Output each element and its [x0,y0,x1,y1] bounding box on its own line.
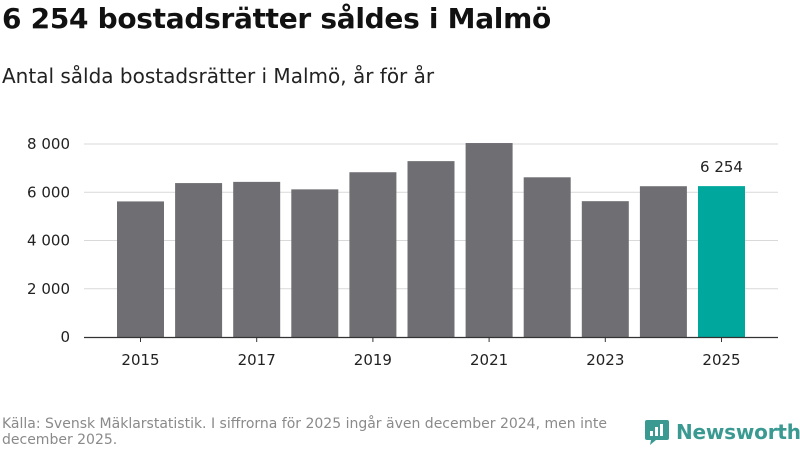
y-tick-label: 6 000 [27,183,70,201]
brand-logo: Newsworthy [644,418,800,446]
bar-2015 [117,201,164,337]
x-tick-label: 2021 [470,351,508,369]
bar-2024 [639,186,687,337]
y-axis-ticks: 0 2 000 4 000 6 000 8 000 [27,135,70,346]
bars [117,143,745,337]
newsworthy-logo-icon [645,420,669,445]
bar-2016 [175,183,223,337]
chart-subtitle: Antal sålda bostadsrätter i Malmö, år fö… [2,64,435,88]
chart-title: 6 254 bostadsrätter såldes i Malmö [2,2,551,35]
x-axis: 2015 2017 2019 2021 2023 2025 [84,336,778,369]
bar-2019 [349,172,397,337]
x-tick-label: 2023 [586,351,624,369]
bar-2021 [465,143,513,337]
bar-2018 [291,189,339,337]
x-tick-label: 2017 [238,351,276,369]
source-note: Källa: Svensk Mäklarstatistik. I siffror… [2,416,607,448]
x-tick-label: 2025 [702,351,740,369]
highlight-value-label: 6 254 [700,158,743,176]
x-tick-label: 2019 [354,351,392,369]
bar-2017 [233,181,281,337]
y-tick-label: 4 000 [27,232,70,250]
bar-2025 [698,186,745,337]
data-labels: 6 254 [700,158,743,176]
y-tick-label: 0 [60,328,70,346]
bar-2023 [581,201,629,337]
bar-2022 [523,177,571,337]
bar-2020 [407,161,455,337]
y-tick-label: 8 000 [27,135,70,153]
x-tick-label: 2015 [121,351,159,369]
y-tick-label: 2 000 [27,280,70,298]
brand-name: Newsworthy [676,420,800,444]
